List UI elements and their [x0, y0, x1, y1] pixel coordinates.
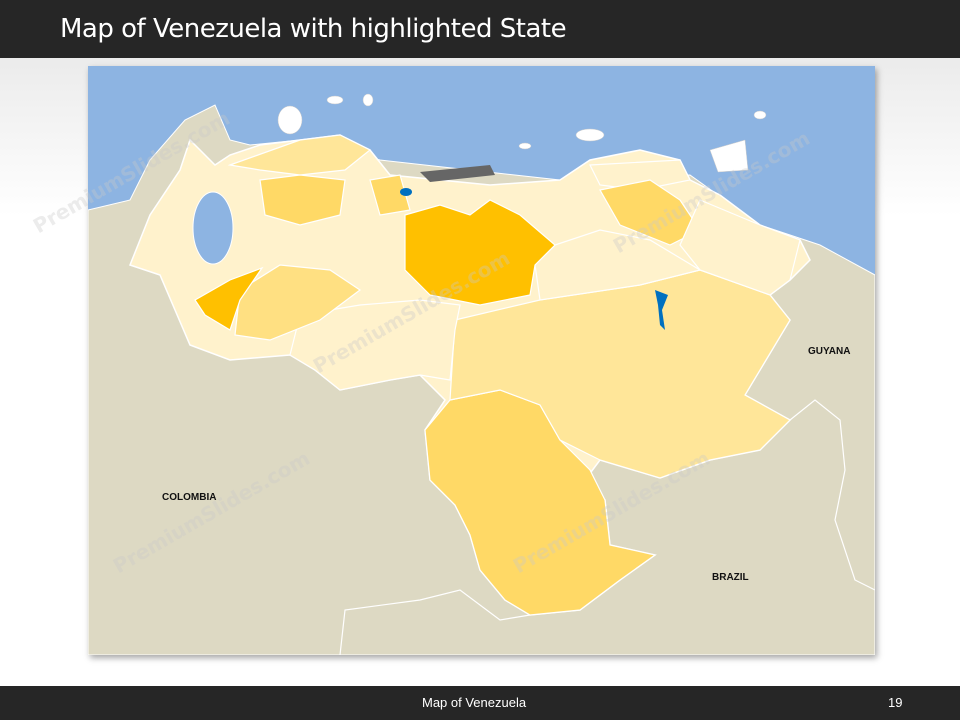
title-bar: Map of Venezuela with highlighted State	[0, 0, 960, 58]
state-delta-amacuro[interactable]	[679, 199, 801, 296]
state-carabobo[interactable]	[369, 174, 411, 216]
state-tachira-highlighted[interactable]	[194, 266, 264, 331]
state-sucre[interactable]	[589, 159, 691, 191]
state-guarico-highlighted[interactable]	[404, 199, 556, 306]
borders	[339, 399, 875, 655]
state-barinas[interactable]	[234, 264, 362, 341]
footer-bar: Map of Venezuela 19	[0, 686, 960, 720]
state-anzoategui[interactable]	[534, 229, 702, 301]
state-apure[interactable]	[289, 299, 461, 391]
lake-maracaibo	[192, 191, 234, 265]
label-colombia: COLOMBIA	[162, 492, 216, 503]
lake-guri	[655, 290, 668, 330]
state-falcon[interactable]	[227, 134, 372, 176]
coast-shadow	[420, 165, 495, 182]
label-guyana: GUYANA	[808, 346, 850, 357]
footer-caption: Map of Venezuela	[422, 695, 527, 710]
lake-valencia	[400, 188, 412, 196]
page-number: 19	[888, 695, 903, 710]
state-lara[interactable]	[259, 174, 346, 226]
slide-title: Map of Venezuela with highlighted State	[60, 14, 567, 44]
islands	[277, 93, 767, 173]
label-brazil: BRAZIL	[712, 572, 749, 583]
venezuela-map: COLOMBIA GUYANA BRAZIL	[88, 66, 875, 655]
